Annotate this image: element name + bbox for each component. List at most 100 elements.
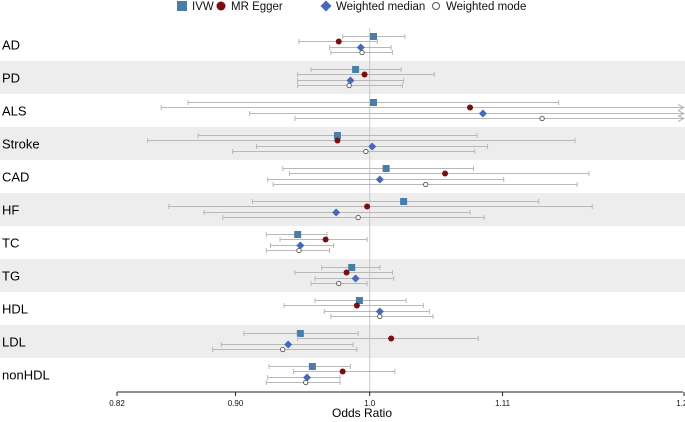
point-estimate (280, 346, 286, 353)
outcome-label: TC (2, 236, 19, 251)
estimate (265, 379, 341, 386)
estimate (243, 330, 359, 337)
outcome-row: HF (2, 198, 593, 221)
estimate (298, 38, 378, 45)
point-estimate (346, 82, 352, 89)
estimate (147, 137, 576, 144)
estimate (160, 104, 685, 111)
x-tick-label: 0.82 (109, 399, 125, 408)
estimate (251, 198, 540, 205)
estimate (197, 132, 478, 139)
point-estimate (336, 280, 342, 287)
estimate (212, 346, 358, 353)
point-estimate (296, 241, 305, 250)
legend-label: Weighted median (336, 1, 425, 13)
estimate (323, 307, 430, 316)
legend-item: Weighted median (320, 0, 425, 13)
outcome-label: PD (2, 71, 20, 86)
estimate (314, 297, 407, 304)
legend-label: MR Egger (231, 1, 283, 13)
estimate (310, 66, 402, 73)
estimate (283, 302, 424, 309)
estimate (282, 165, 475, 172)
legend-label: IVW (192, 1, 214, 13)
row-band (0, 193, 685, 226)
legend-symbol (320, 0, 332, 12)
legend-symbol (432, 2, 440, 10)
estimate (267, 175, 505, 184)
outcome-label: nonHDL (2, 368, 50, 383)
point-estimate (359, 49, 365, 56)
point-estimate (355, 214, 361, 221)
point-estimate (333, 132, 341, 139)
x-tick-label: 1.28 (676, 399, 685, 408)
row-bands (0, 61, 685, 358)
point-estimate (355, 297, 363, 304)
point-estimate (284, 340, 293, 349)
outcome-row: Stroke (2, 132, 576, 155)
x-tick-label: 0.90 (228, 399, 244, 408)
outcome-row: TG (2, 264, 395, 287)
estimate (297, 335, 479, 342)
point-estimate (539, 115, 545, 122)
outcome-row: LDL (2, 330, 479, 353)
outcome-row: AD (2, 33, 406, 56)
legend-symbol (216, 1, 226, 11)
legend-label: Weighted mode (446, 1, 526, 13)
point-estimate (382, 165, 390, 172)
point-estimate (361, 71, 368, 78)
point-estimate (296, 247, 302, 254)
point-estimate (322, 236, 329, 243)
estimate (265, 247, 331, 254)
point-estimate (400, 198, 408, 205)
ci-arrow (677, 115, 685, 122)
x-axis: 0.82 0.90 1.0 1.11 1.28 (109, 391, 685, 408)
estimate (294, 115, 685, 122)
estimate (330, 313, 434, 320)
outcome-row: CAD (2, 165, 590, 188)
point-estimate (346, 76, 355, 85)
estimate (265, 231, 328, 238)
estimate (267, 373, 341, 382)
point-estimate (294, 231, 302, 238)
estimate (203, 208, 471, 217)
estimate (297, 82, 403, 89)
estimate (232, 148, 476, 155)
point-estimate (351, 274, 360, 283)
point-estimate (442, 170, 449, 177)
point-estimate (308, 363, 316, 370)
point-estimate (339, 368, 346, 375)
outcome-label: CAD (2, 170, 29, 185)
outcome-label: Stroke (2, 137, 40, 152)
ci-arrow (677, 104, 685, 111)
ci-arrow (677, 110, 685, 117)
point-estimate (423, 181, 429, 188)
point-estimate (369, 33, 377, 40)
point-estimate (334, 137, 341, 144)
estimate (289, 170, 590, 177)
row-band (0, 61, 685, 94)
point-estimate (332, 208, 341, 217)
estimate (279, 236, 368, 243)
estimate (249, 109, 685, 118)
legend-item: Weighted mode (432, 1, 526, 13)
outcome-label: AD (2, 38, 20, 53)
estimate (268, 363, 351, 370)
point-estimate (296, 330, 304, 337)
estimate (297, 76, 405, 85)
legend-item: IVW (177, 1, 214, 13)
point-estimate (478, 109, 487, 118)
x-tick-label: 1.0 (364, 399, 376, 408)
estimate (321, 264, 381, 271)
outcome-label: LDL (2, 335, 26, 350)
x-tick-label: 1.11 (495, 399, 511, 408)
row-band (0, 325, 685, 358)
outcome-label: ALS (2, 104, 27, 119)
estimate (329, 43, 392, 52)
outcome-label: HF (2, 203, 19, 218)
estimate (297, 71, 435, 78)
point-estimate (369, 99, 377, 106)
estimate (256, 142, 489, 151)
estimate (168, 203, 593, 210)
